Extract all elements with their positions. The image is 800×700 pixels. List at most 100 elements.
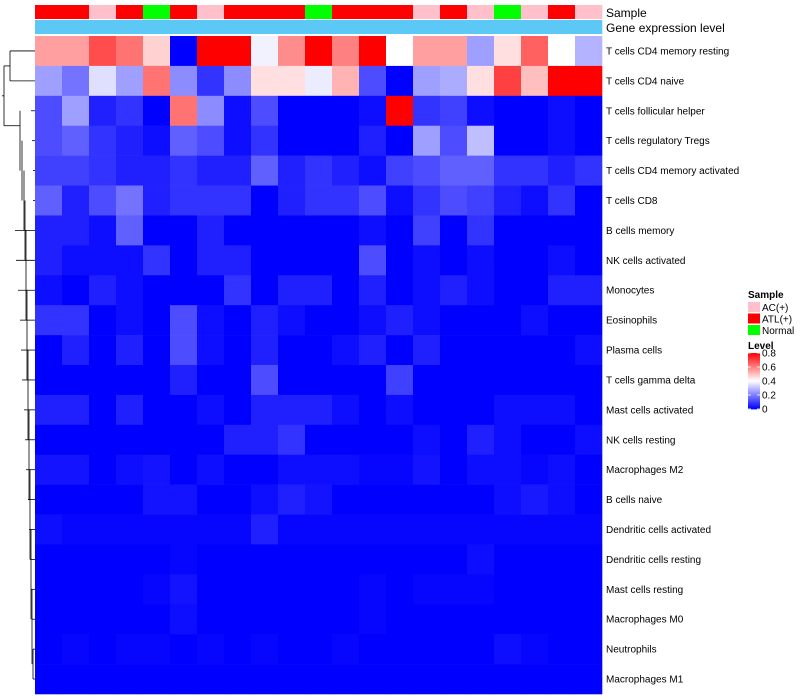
row-label: T cells CD8 xyxy=(606,196,658,207)
heatmap-cell xyxy=(305,185,333,216)
heatmap-cell xyxy=(170,365,198,396)
heatmap-cell xyxy=(386,365,414,396)
heatmap-cell xyxy=(413,604,441,635)
row-label: T cells CD4 memory activated xyxy=(606,166,739,177)
heatmap-cell xyxy=(413,424,441,456)
heatmap-cell xyxy=(35,664,63,695)
heatmap-cell xyxy=(548,185,576,216)
heatmap-cell xyxy=(413,664,441,695)
heatmap-cell xyxy=(359,215,387,246)
annotation-cell xyxy=(413,5,441,19)
heatmap-cell xyxy=(62,65,90,97)
heatmap-cell xyxy=(224,335,252,366)
annotation-cell xyxy=(62,20,90,34)
heatmap-cell xyxy=(89,275,117,306)
heatmap-cell xyxy=(359,185,387,216)
heatmap-cell xyxy=(89,365,117,396)
heatmap-cell xyxy=(305,514,333,545)
heatmap-cell xyxy=(467,335,495,366)
heatmap-cell xyxy=(197,514,225,545)
heatmap-cell xyxy=(575,514,603,545)
heatmap-cell xyxy=(89,305,117,336)
heatmap-cell xyxy=(278,484,306,515)
heatmap-cell xyxy=(521,36,549,67)
row-label: Macrophages M0 xyxy=(606,615,684,626)
heatmap-cell xyxy=(89,36,117,67)
annotation-cell xyxy=(440,20,468,34)
heatmap-cell xyxy=(413,454,441,485)
heatmap-cell xyxy=(575,36,603,67)
heatmap-cell xyxy=(413,65,441,97)
heatmap-cell xyxy=(305,95,333,127)
heatmap-cell xyxy=(359,574,387,605)
heatmap-cell xyxy=(278,634,306,665)
heatmap-cell xyxy=(35,185,63,216)
annotation-cell xyxy=(575,5,603,19)
heatmap-cell xyxy=(197,155,225,186)
heatmap-cell xyxy=(332,335,360,366)
heatmap-cell xyxy=(278,305,306,336)
annotation-cell xyxy=(278,5,306,19)
heatmap-cell xyxy=(359,305,387,336)
row-label: Neutrophils xyxy=(606,645,657,656)
heatmap-cell xyxy=(521,454,549,485)
legend-level-gradient xyxy=(748,382,760,385)
legend-level-tick-label: 0 xyxy=(762,405,768,416)
heatmap-cell xyxy=(278,365,306,396)
heatmap-cell xyxy=(521,634,549,665)
heatmap-cell xyxy=(89,155,117,186)
heatmap-cell xyxy=(440,275,468,306)
heatmap-cell xyxy=(332,275,360,306)
heatmap-cell xyxy=(386,484,414,515)
heatmap-cell xyxy=(35,365,63,396)
heatmap-cell xyxy=(116,574,144,605)
annotation-cell xyxy=(467,5,495,19)
heatmap-cell xyxy=(440,574,468,605)
heatmap-cell xyxy=(62,275,90,306)
heatmap-cell xyxy=(467,484,495,515)
heatmap-cell xyxy=(521,335,549,366)
heatmap-cell xyxy=(116,514,144,545)
heatmap-cell xyxy=(440,155,468,186)
heatmap-cell xyxy=(89,65,117,97)
legend-level-gradient xyxy=(748,396,760,399)
heatmap-cell xyxy=(413,185,441,216)
heatmap-cell xyxy=(62,155,90,186)
heatmap-cell xyxy=(62,394,90,426)
heatmap-cell xyxy=(305,65,333,97)
heatmap-cell xyxy=(35,484,63,515)
heatmap-cell xyxy=(89,484,117,515)
heatmap-cell xyxy=(116,125,144,156)
row-label: Dendritic cells activated xyxy=(606,525,711,536)
annotation-cell xyxy=(494,5,522,19)
heatmap-cell xyxy=(521,125,549,156)
heatmap-cell xyxy=(440,95,468,127)
heatmap-cell xyxy=(116,155,144,186)
row-label: Mast cells resting xyxy=(606,585,683,596)
heatmap-cell xyxy=(548,36,576,67)
heatmap-cell xyxy=(494,36,522,67)
heatmap-cell xyxy=(197,394,225,426)
heatmap-cell xyxy=(332,125,360,156)
heatmap-cell xyxy=(89,574,117,605)
heatmap-cell xyxy=(575,634,603,665)
heatmap-cell xyxy=(197,484,225,515)
heatmap-cell xyxy=(62,36,90,67)
heatmap-cell xyxy=(224,215,252,246)
annotation-cell xyxy=(35,5,63,19)
legend-sample-label: AC(+) xyxy=(762,303,788,314)
heatmap-cell xyxy=(197,454,225,485)
annotation-cell xyxy=(170,20,198,34)
row-label: NK cells resting xyxy=(606,435,675,446)
heatmap-cell xyxy=(170,95,198,127)
heatmap-cell xyxy=(224,305,252,336)
heatmap-cell xyxy=(575,185,603,216)
annotation-cell xyxy=(359,20,387,34)
heatmap-cell xyxy=(413,514,441,545)
heatmap-cell xyxy=(143,185,171,216)
row-label: Dendritic cells resting xyxy=(606,555,701,566)
heatmap-cell xyxy=(116,634,144,665)
heatmap-cell xyxy=(305,454,333,485)
heatmap-cell xyxy=(143,155,171,186)
heatmap-cell xyxy=(224,275,252,306)
